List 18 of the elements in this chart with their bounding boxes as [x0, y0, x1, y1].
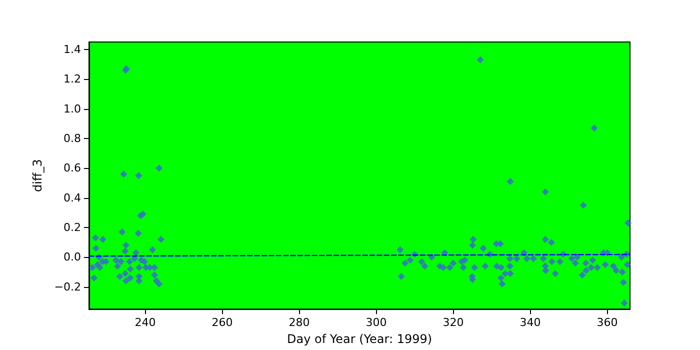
y-tick-label: −0.2	[54, 280, 81, 294]
y-tick-label: 1.2	[64, 72, 81, 86]
y-tick-label: 0.4	[64, 191, 81, 204]
y-tick-label: 0.8	[64, 132, 81, 145]
x-tick-label: 340	[520, 316, 541, 330]
y-tick-label: 1.0	[64, 102, 81, 116]
y-axis-title: diff_3	[30, 159, 44, 192]
x-tick-label: 260	[212, 316, 233, 330]
y-tick-label: 0.2	[64, 220, 81, 234]
y-tick-label: 0.0	[64, 250, 81, 264]
y-tick-label: 0.6	[64, 162, 81, 175]
x-tick-label: 240	[134, 316, 156, 330]
x-tick-label: 280	[288, 316, 310, 330]
x-tick-label: 360	[596, 316, 618, 330]
x-tick-label: 320	[442, 316, 464, 330]
x-tick-label: 300	[366, 316, 387, 330]
y-tick-label: 1.4	[64, 42, 81, 56]
x-axis-title: Day of Year (Year: 1999)	[286, 332, 432, 346]
